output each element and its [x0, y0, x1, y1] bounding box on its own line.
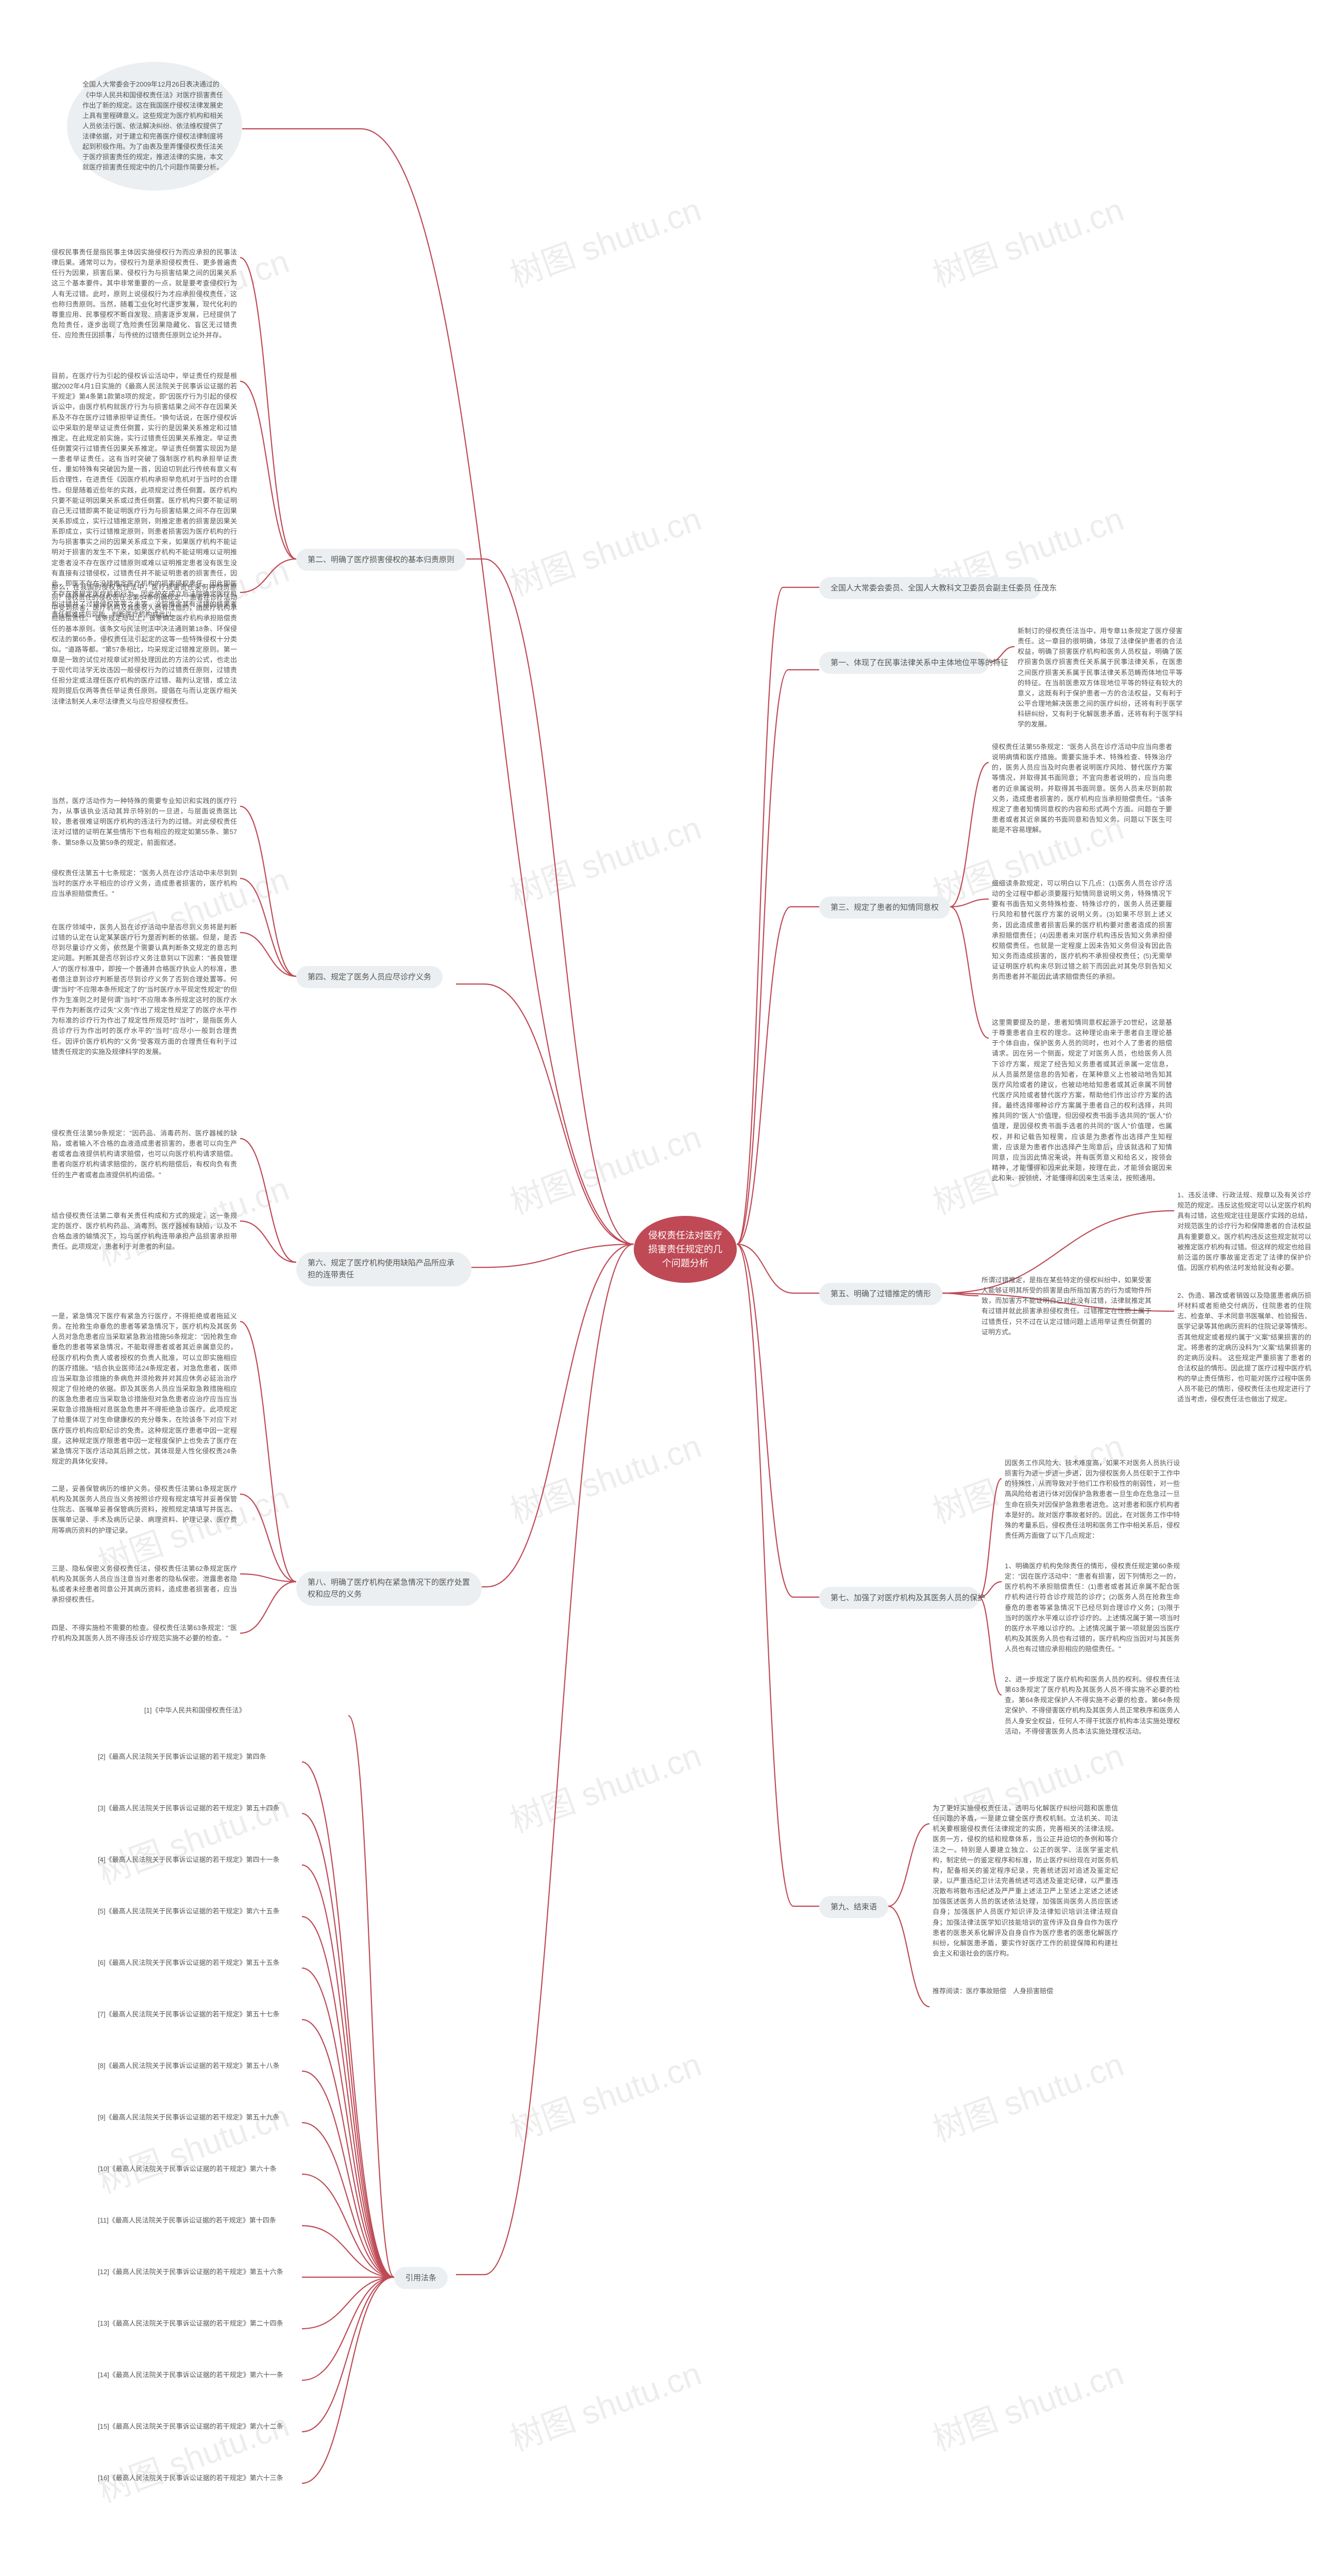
mindmap-edge	[737, 1244, 819, 1293]
mindmap-edge	[348, 1716, 394, 2277]
leaf-text-left-3-0: 侵权责任法第59条规定："因药品、消毒药剂、医疗器械的缺陷，或者输入不合格的血液…	[52, 1128, 237, 1180]
mindmap-edge	[240, 1221, 296, 1262]
leaf-text-right-2-2: 这里需要提及的是，患者知情同意权起源于20世纪，这是基于尊重患者自主权的理念。这…	[992, 1018, 1172, 1183]
leaf-text-right-3-2: 2、伪造、篡改或者销毁以及隐匿患者病历损坏材料或者拒绝交付病历，住院患者的住院志…	[1177, 1291, 1311, 1405]
mindmap-edge	[240, 1574, 296, 1582]
branch-pill-right-1[interactable]: 第一、体现了在民事法律关系中主体地位平等的特征	[819, 652, 989, 674]
leaf-text-right-4-0: 因医务工作风险大、技术难度高，如果不对医务人员执行设损害行为进一步进一步进，因为…	[1005, 1458, 1180, 1541]
branch-pill-right-4[interactable]: 第七、加强了对医疗机构及其医务人员的保护	[819, 1587, 979, 1609]
leaf-text-right-5-0: 为了更好实施侵权责任法，透明与化解医疗纠纷问题和医患信任问题的矛盾，一是建立健全…	[933, 1803, 1118, 1959]
mindmap-edge	[482, 1244, 634, 1587]
mindmap-edge	[302, 1917, 394, 2277]
mindmap-edge	[240, 806, 296, 976]
mindmap-edge	[302, 2071, 394, 2277]
leaf-text-left-5-0: [1]《中华人民共和国侵权责任法》	[144, 1705, 345, 1716]
branch-pill-left-1[interactable]: 第二、明确了医疗损害侵权的基本归责原则	[296, 549, 466, 571]
leaf-text-left-4-0: 一是，紧急情况下医疗有紧急方行医疗，不得拒绝或者拖延义务。在抢救生命垂危的患者等…	[52, 1311, 237, 1467]
leaf-text-left-5-5: [6]《最高人民法院关于民事诉讼证据的若干规定》第五十五条	[98, 1958, 299, 1968]
intro-bubble: 全国人大常委会于2009年12月26日表决通过的《中华人民共和国侵权责任法》对医…	[67, 62, 242, 191]
leaf-text-left-2-1: 侵权责任法第五十七条规定："医务人员在诊疗活动中未尽到到当时的医疗水平相应的诊疗…	[52, 868, 237, 899]
leaf-text-left-5-7: [8]《最高人民法院关于民事诉讼证据的若干规定》第五十八条	[98, 2061, 299, 2071]
leaf-text-left-1-0: 侵权民事责任是指民事主体因实施侵权行为而应承担的民事法律后果。通常可以为，侵权行…	[52, 247, 237, 341]
leaf-text-right-2-1: 细细读条款规定，可以明白以下几点：(1)医务人员在诊疗活动的全过程中都必须要履行…	[992, 878, 1172, 982]
mindmap-edge	[240, 1582, 296, 1633]
leaf-text-left-3-1: 结合侵权责任法第二章有关责任构成和方式的规定，这一条规定的医疗、医疗机构药品、消…	[52, 1211, 237, 1252]
mindmap-edge	[456, 1244, 634, 2275]
mindmap-edge	[471, 1244, 634, 1267]
mindmap-edge	[888, 1906, 929, 2007]
mindmap-edge	[888, 1824, 929, 1906]
mindmap-edge	[979, 1479, 1002, 1597]
branch-pill-left-5[interactable]: 引用法条	[394, 2267, 448, 2289]
mindmap-edge	[302, 2277, 394, 2483]
center-topic[interactable]: 侵权责任法对医疗损害责任规定的几个问题分析	[634, 1216, 737, 1283]
mindmap-edge	[302, 1814, 394, 2277]
leaf-text-left-4-3: 四是、不得实施检不需要的检查。侵权责任法第63条规定："医疗机构及其医务人员不得…	[52, 1623, 237, 1643]
leaf-text-right-2-0: 侵权责任法第55条规定："医务人员在诊疗活动中应当向患者说明病情和医疗措施。需要…	[992, 742, 1172, 835]
leaf-text-left-2-0: 当然，医疗活动作为一种特殊的需要专业知识和实践的医疗行为，从事该执业活动其异示特…	[52, 796, 237, 848]
leaf-text-left-5-8: [9]《最高人民法院关于民事诉讼证据的若干规定》第五十九条	[98, 2112, 299, 2123]
mindmap-edge	[240, 559, 296, 592]
mindmap-edge	[456, 984, 634, 1244]
mindmap-edge	[240, 258, 296, 559]
leaf-text-left-5-13: [14]《最高人民法院关于民事诉讼证据的若干规定》第六十一条	[98, 2370, 299, 2380]
mindmap-edge	[240, 1494, 296, 1582]
leaf-text-left-5-14: [15]《最高人民法院关于民事诉讼证据的若干规定》第六十二条	[98, 2421, 299, 2432]
mindmap-edge	[950, 899, 989, 907]
leaf-text-left-5-10: [11]《最高人民法院关于民事诉讼证据的若干规定》第十四条	[98, 2215, 299, 2226]
leaf-text-left-5-2: [3]《最高人民法院关于民事诉讼证据的若干规定》第五十四条	[98, 1803, 299, 1814]
leaf-text-left-1-2: 那么，在我国的侵权责任法中，医疗损害责任采何种归责原则？侵权责任的侵权责任法第5…	[52, 582, 237, 707]
leaf-text-right-3-1: 1、违反法律、行政法规、规章以及有关诊疗规范的规定。违反这些规定可以认定医疗机构…	[1177, 1190, 1311, 1273]
mindmap-edge	[302, 2277, 394, 2380]
leaf-text-right-4-2: 2、进一步规定了医疗机构和医务人员的权利。侵权责任法第63条规定了医疗机构及其医…	[1005, 1674, 1180, 1737]
leaf-text-left-5-6: [7]《最高人民法院关于民事诉讼证据的若干规定》第五十七条	[98, 2009, 299, 2020]
leaf-text-left-5-3: [4]《最高人民法院关于民事诉讼证据的若干规定》第四十一条	[98, 1855, 299, 1865]
mindmap-edge	[302, 2020, 394, 2277]
branch-pill-right-3[interactable]: 第五、明确了过错推定的情形	[819, 1283, 942, 1305]
mindmap-edge	[240, 1321, 296, 1582]
mindmap-edge	[950, 907, 989, 1038]
branch-pill-left-4[interactable]: 第八、明确了医疗机构在紧急情况下的医疗处置权和应尽的义务	[296, 1571, 482, 1606]
mindmap-edge	[302, 2277, 394, 2432]
leaf-text-left-5-1: [2]《最高人民法院关于民事诉讼证据的若干规定》第四条	[98, 1752, 299, 1762]
mindmap-edge	[979, 1597, 1002, 1695]
branch-pill-right-0[interactable]: 全国人大常委会委员、全国人大教科文卫委员会副主任委员 任茂东	[819, 577, 1041, 599]
leaf-text-left-2-2: 在医疗领域中，医务人员在诊疗活动中是否尽到义务将是判断过错的认定在认定某某医疗行…	[52, 922, 237, 1057]
branch-pill-left-2[interactable]: 第四、规定了医务人员应尽诊疗义务	[296, 966, 443, 988]
leaf-text-right-3-0: 所谓过错推定，是指在某些特定的侵权纠纷中，如果受害人能够证明其所受的损害是由所指…	[982, 1275, 1152, 1337]
mindmap-edge	[466, 559, 634, 1244]
leaf-text-left-4-1: 二是，妥善保管病历的维护义务。侵权责任法第61条规定医疗机构及其医务人员应当义务…	[52, 1484, 237, 1536]
mindmap-edge	[950, 762, 989, 907]
mindmap-edge	[302, 1865, 394, 2277]
leaf-text-right-1-0: 新制订的侵权责任法当中，用专章11条规定了医疗侵害责任。这一章目的很明确，体现了…	[1018, 626, 1182, 730]
branch-pill-left-3[interactable]: 第六、规定了医疗机构使用缺陷产品所应承担的连带责任	[296, 1252, 471, 1286]
mindmap-edge	[737, 1244, 819, 1906]
leaf-text-right-4-1: 1、明确医疗机构免除责任的情形，侵权责任规定第60条规定："因在医疗活动中："患…	[1005, 1561, 1180, 1654]
leaf-text-left-4-2: 三是、隐私保密义务侵权责任法，侵权责任法第62条规定医疗机构及其医务人员应当注意…	[52, 1564, 237, 1605]
branch-pill-right-5[interactable]: 第九、结束语	[819, 1896, 888, 1918]
mindmap-edge	[737, 587, 819, 1244]
leaf-text-left-5-12: [13]《最高人民法院关于民事诉讼证据的若干规定》第二十四条	[98, 2318, 299, 2329]
branch-pill-right-2[interactable]: 第三、规定了患者的知情同意权	[819, 896, 950, 919]
leaf-text-left-5-4: [5]《最高人民法院关于民事诉讼证据的若干规定》第六十五条	[98, 1906, 299, 1917]
leaf-text-left-5-11: [12]《最高人民法院关于民事诉讼证据的若干规定》第五十六条	[98, 2267, 299, 2277]
mindmap-edge	[240, 1139, 296, 1262]
leaf-text-left-5-15: [16]《最高人民法院关于民事诉讼证据的若干规定》第六十三条	[98, 2473, 299, 2483]
mindmap-edge	[242, 129, 634, 1244]
leaf-text-left-5-9: [10]《最高人民法院关于民事诉讼证据的若干规定》第六十条	[98, 2164, 299, 2174]
leaf-text-right-5-1: 推荐阅读：医疗事故赔偿 人身损害赔偿	[933, 1986, 1087, 1996]
